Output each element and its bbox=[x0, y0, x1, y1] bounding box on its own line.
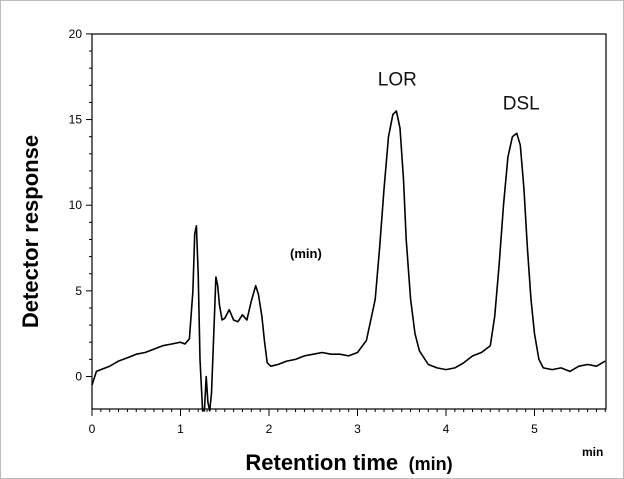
y-tick-label: 15 bbox=[69, 113, 83, 127]
x-tick-label: 3 bbox=[354, 422, 361, 436]
y-axis-label: Detector response bbox=[18, 135, 43, 328]
y-tick-label: 0 bbox=[75, 370, 82, 384]
y-tick-label: 5 bbox=[75, 284, 82, 298]
x-axis-label: Retention time (min) bbox=[245, 450, 452, 475]
axis-ticks: 0 5 10 15 20 0 1 2 3 4 5 bbox=[69, 27, 606, 436]
data-series bbox=[91, 110, 606, 412]
x-unit-label: min bbox=[582, 445, 603, 459]
peak-label-dsl: DSL bbox=[503, 93, 540, 114]
peak-annotations: LOR DSL bbox=[378, 69, 540, 114]
x-tick-label: 1 bbox=[177, 422, 184, 436]
x-tick-label: 2 bbox=[266, 422, 273, 436]
peak-label-lor: LOR bbox=[378, 69, 417, 90]
chromatogram-line bbox=[91, 110, 606, 412]
x-tick-label: 0 bbox=[89, 422, 96, 436]
x-axis-label-unit: (min) bbox=[409, 454, 453, 474]
x-axis-label-main: Retention time bbox=[245, 450, 398, 475]
y-tick-label: 20 bbox=[69, 27, 83, 41]
x-tick-label: 4 bbox=[443, 422, 450, 436]
x-tick-label: 5 bbox=[531, 422, 538, 436]
inner-min-label: (min) bbox=[290, 246, 322, 261]
y-tick-label: 10 bbox=[69, 198, 83, 212]
